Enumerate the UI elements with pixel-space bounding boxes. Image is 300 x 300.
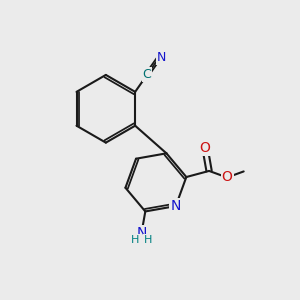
Text: O: O [222,170,232,184]
Text: H: H [131,235,139,245]
Text: C: C [142,68,152,82]
Text: N: N [157,51,166,64]
Text: O: O [199,141,210,155]
Text: H: H [144,235,152,245]
Text: N: N [136,226,147,240]
Text: N: N [171,199,181,213]
